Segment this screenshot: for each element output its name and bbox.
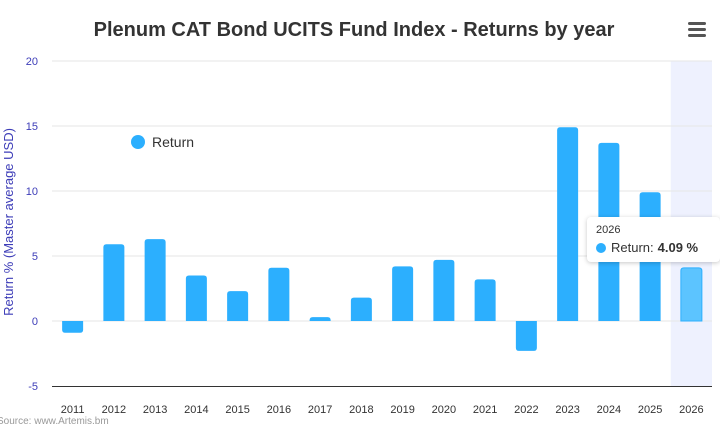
x-tick-label: 2023 <box>555 404 579 416</box>
bar-2015[interactable] <box>227 291 249 321</box>
y-tick-label: 15 <box>26 121 38 133</box>
x-tick-label: 2012 <box>102 404 126 416</box>
tooltip: 2026 Return: 4.09 % <box>587 217 720 262</box>
x-tick-label: 2020 <box>432 404 456 416</box>
bar-2023[interactable] <box>557 127 579 321</box>
chart-menu-button[interactable] <box>686 19 708 39</box>
bar-2011[interactable] <box>62 321 84 333</box>
x-tick-label: 2021 <box>473 404 497 416</box>
y-axis-title: Return % (Master average USD) <box>1 128 16 316</box>
source-credit: Source: www.Artemis.bm <box>0 416 109 427</box>
bar-2021[interactable] <box>474 279 496 321</box>
bar-2022[interactable] <box>515 321 537 351</box>
tooltip-marker-icon <box>596 242 606 253</box>
y-tick-label: 5 <box>32 251 38 263</box>
x-tick-label: 2011 <box>61 404 85 416</box>
y-tick-label: 10 <box>26 186 38 198</box>
x-tick-label: 2022 <box>514 404 538 416</box>
bar-2014[interactable] <box>185 275 207 322</box>
bar-2026[interactable] <box>680 267 703 322</box>
bar-2013[interactable] <box>144 239 166 321</box>
x-tick-label: 2019 <box>390 404 414 416</box>
hamburger-menu-icon <box>688 22 706 25</box>
chart-title: Plenum CAT Bond UCITS Fund Index - Retur… <box>94 19 615 41</box>
legend-item-return[interactable]: Return <box>131 132 194 152</box>
x-tick-label: 2014 <box>184 404 208 416</box>
hamburger-menu-icon-bar <box>688 34 706 37</box>
bar-2016[interactable] <box>268 267 290 321</box>
x-tick-label: 2017 <box>308 404 332 416</box>
bar-2020[interactable] <box>433 259 455 321</box>
bar-2018[interactable] <box>350 297 372 321</box>
hamburger-menu-icon-bar <box>688 28 706 31</box>
x-tick-label: 2018 <box>349 404 373 416</box>
x-tick-label: 2026 <box>679 404 703 416</box>
y-tick-label: 0 <box>32 316 38 328</box>
tooltip-row: Return: 4.09 % <box>596 240 711 255</box>
legend-label: Return <box>152 134 195 150</box>
x-tick-label: 2015 <box>225 404 249 416</box>
tooltip-value: 4.09 % <box>657 240 699 255</box>
tooltip-label: Return: <box>611 240 654 255</box>
legend-marker-icon <box>131 135 145 149</box>
x-tick-label: 2013 <box>143 404 167 416</box>
bar-2017[interactable] <box>309 317 331 321</box>
x-tick-label: 2025 <box>638 404 662 416</box>
x-tick-label: 2016 <box>267 404 291 416</box>
x-tick-label: 2024 <box>597 404 621 416</box>
tooltip-year: 2026 <box>596 224 621 236</box>
bar-2012[interactable] <box>103 244 125 321</box>
y-tick-label: 20 <box>26 56 38 68</box>
bar-2019[interactable] <box>392 266 414 321</box>
y-tick-label: -5 <box>28 381 38 393</box>
